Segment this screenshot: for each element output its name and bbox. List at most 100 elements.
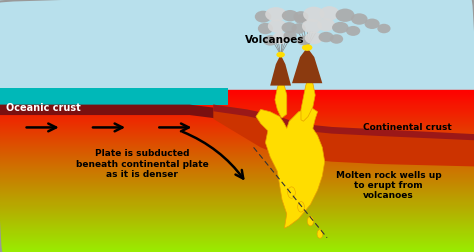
Bar [0,102,474,105]
Bar [0,179,474,181]
Bar [0,237,474,240]
Ellipse shape [282,22,297,33]
Bar [0,122,474,125]
Ellipse shape [263,35,277,46]
Ellipse shape [255,11,272,23]
Bar [0,118,474,121]
Ellipse shape [302,44,312,51]
Polygon shape [213,105,474,166]
Ellipse shape [298,202,304,212]
Bar [0,130,474,133]
Polygon shape [270,55,291,86]
Bar [0,167,474,169]
Bar [0,247,474,250]
Bar [0,128,474,131]
Bar [0,100,474,103]
Ellipse shape [292,23,306,34]
Bar [0,223,474,226]
Bar [0,169,474,171]
Ellipse shape [282,10,299,21]
Bar [0,235,474,238]
Bar [0,177,474,179]
Ellipse shape [365,19,380,29]
Ellipse shape [276,52,285,57]
Polygon shape [213,105,474,140]
Bar [0,209,474,212]
Bar [0,92,474,94]
Polygon shape [0,88,228,105]
Bar [0,94,474,97]
Bar [0,229,474,232]
Bar [0,124,474,127]
Bar [0,187,474,189]
Ellipse shape [351,13,368,25]
Bar [0,193,474,195]
Bar [0,150,474,153]
Bar [0,213,474,216]
Bar [0,195,474,197]
Bar [0,181,474,183]
Bar [0,163,474,165]
Bar [0,112,474,115]
Text: Molten rock wells up
to erupt from
volcanoes: Molten rock wells up to erupt from volca… [336,171,441,200]
Bar [0,175,474,177]
Bar [0,96,474,99]
Text: Volcanoes: Volcanoes [245,35,305,45]
Ellipse shape [305,32,323,44]
Ellipse shape [332,22,349,33]
Text: Continental crust: Continental crust [363,123,452,132]
Bar [0,249,474,252]
Text: Plate is subducted
beneath continental plate
as it is denser: Plate is subducted beneath continental p… [76,149,209,179]
Ellipse shape [319,32,334,42]
Ellipse shape [319,6,339,20]
Ellipse shape [336,9,355,22]
Bar [0,114,474,117]
Ellipse shape [307,216,314,226]
Bar [0,225,474,228]
Bar [0,183,474,185]
Bar [0,243,474,246]
Bar [0,245,474,248]
Bar [0,201,474,204]
Ellipse shape [268,19,287,33]
Ellipse shape [272,32,289,44]
Bar [0,189,474,191]
Bar [0,227,474,230]
Bar [0,152,474,155]
Ellipse shape [302,19,322,33]
Ellipse shape [294,14,308,24]
Bar [0,126,474,129]
Bar [0,154,474,157]
Ellipse shape [377,24,391,33]
Ellipse shape [265,7,287,21]
Bar [0,221,474,224]
Bar [0,165,474,167]
Ellipse shape [330,34,343,44]
Bar [0,110,474,113]
Bar [0,156,474,159]
Bar [0,106,474,109]
Bar [0,185,474,187]
Bar [0,199,474,202]
Bar [0,207,474,210]
Text: Oceanic crust: Oceanic crust [6,103,81,113]
Bar [0,231,474,234]
Bar [0,197,474,200]
Bar [0,108,474,111]
Bar [0,219,474,222]
Bar [0,140,474,143]
Polygon shape [275,81,287,118]
Bar [0,138,474,141]
Bar [0,148,474,151]
Bar [0,205,474,208]
Bar [0,116,474,119]
Bar [0,146,474,149]
Bar [0,173,474,175]
Bar [0,159,474,161]
Ellipse shape [297,36,310,45]
Bar [0,161,474,163]
Ellipse shape [346,26,360,36]
Bar [0,171,474,173]
Ellipse shape [293,11,309,22]
Bar [0,215,474,218]
